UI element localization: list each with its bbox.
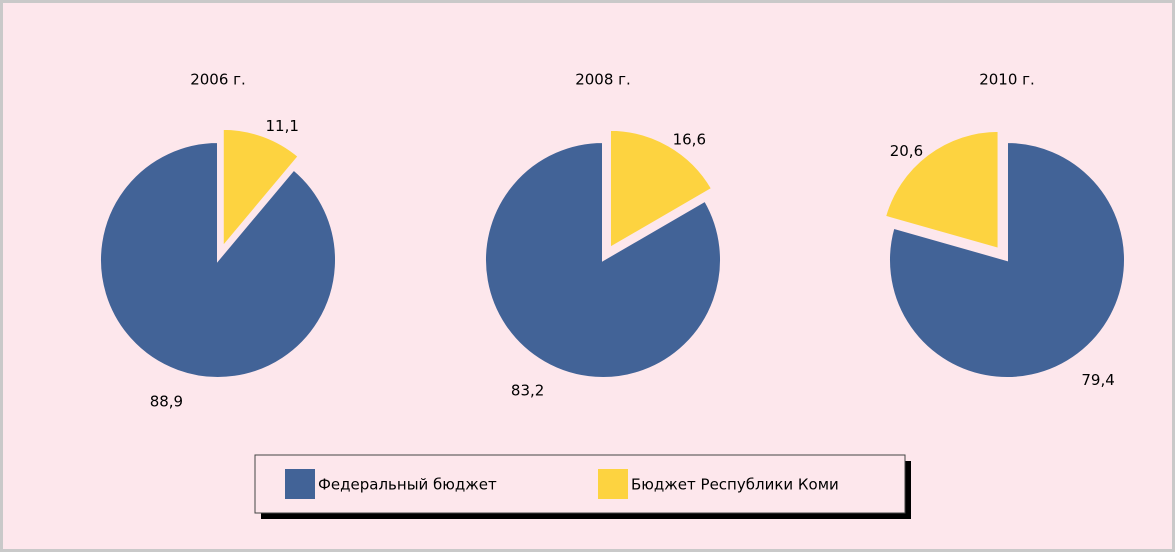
legend: [254, 454, 906, 514]
chart-title: 2010 г.: [979, 71, 1035, 89]
chart-title: 2008 г.: [575, 71, 631, 89]
data-label: 79,4: [1081, 371, 1114, 389]
data-label: 16,6: [673, 130, 706, 148]
pie-slice: [608, 128, 714, 250]
data-label: 88,9: [150, 392, 183, 410]
pie-slice: [883, 129, 1000, 251]
chart-title: 2006 г.: [190, 71, 246, 89]
legend-label: Бюджет Республики Коми: [631, 476, 839, 494]
data-label: 11,1: [266, 117, 299, 135]
pie-slice: [888, 140, 1126, 379]
legend-swatch: [598, 469, 628, 499]
pie-slice: [99, 140, 337, 379]
data-label: 20,6: [890, 142, 923, 160]
pie-slice: [484, 140, 722, 379]
legend-label: Федеральный бюджет: [318, 476, 497, 494]
legend-swatch: [285, 469, 315, 499]
data-label: 83,2: [511, 381, 544, 399]
pie-slice: [221, 127, 300, 250]
